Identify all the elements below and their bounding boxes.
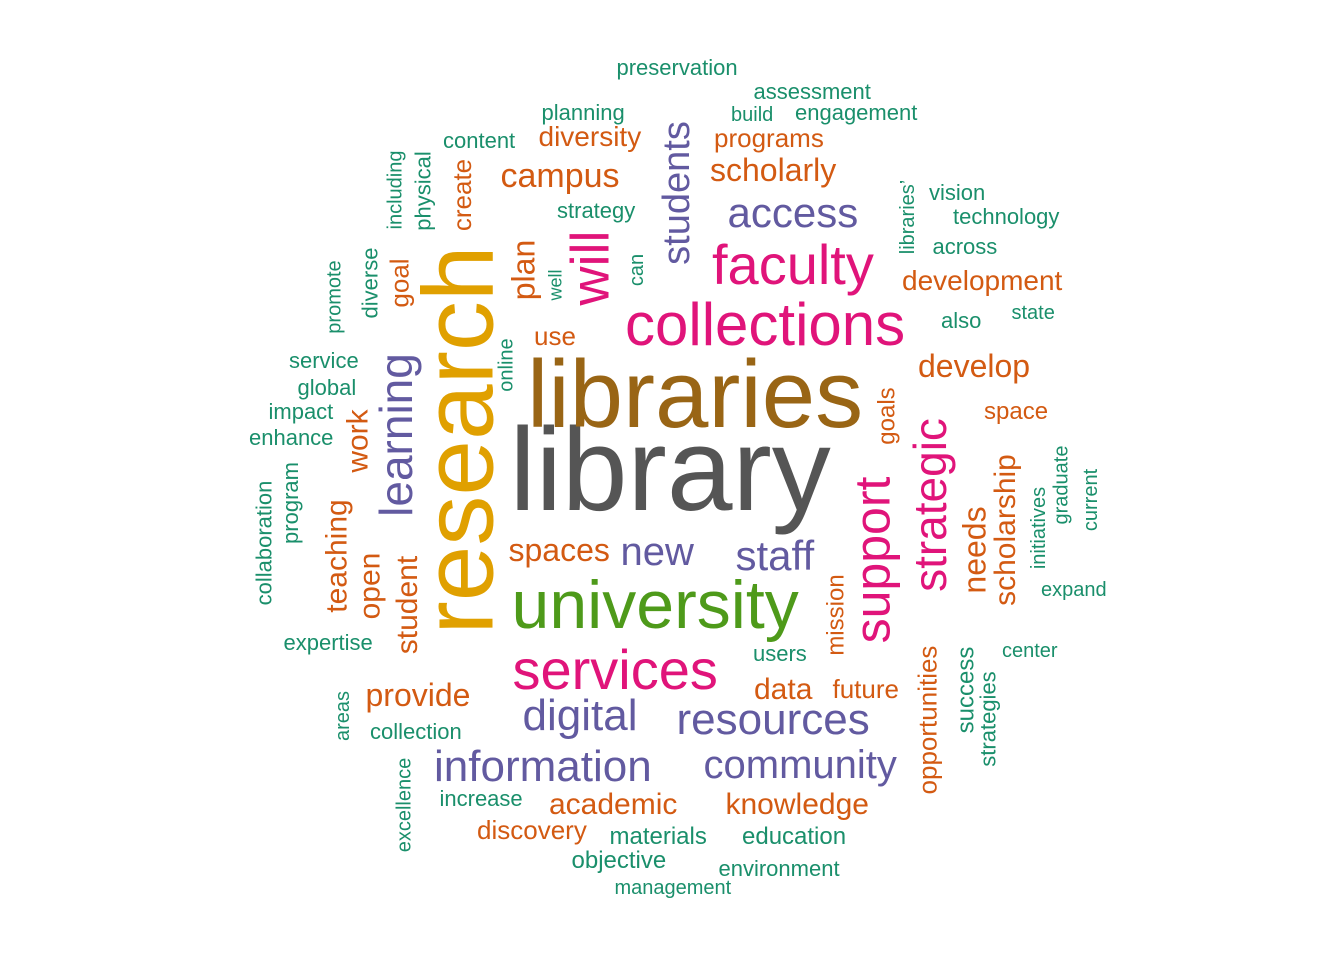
word-students: students — [655, 121, 698, 265]
word-data: data — [754, 673, 813, 706]
word-success: success — [951, 646, 979, 734]
word-scholarship: scholarship — [988, 454, 1022, 606]
word-expand: expand — [1041, 579, 1107, 601]
word-expertise: expertise — [283, 630, 373, 655]
word-needs: needs — [956, 506, 993, 594]
word-open: open — [352, 552, 386, 620]
word-well: well — [545, 269, 566, 301]
word-across: across — [932, 234, 998, 259]
word-plan: plan — [504, 239, 541, 301]
word-center: center — [1002, 640, 1058, 662]
word-collections: collections — [625, 291, 906, 358]
word-digital: digital — [522, 691, 638, 740]
word-will: will — [560, 230, 620, 306]
word-academic: academic — [549, 788, 678, 821]
word-preservation: preservation — [616, 55, 738, 80]
word-content: content — [443, 128, 516, 153]
word-community: community — [703, 743, 897, 787]
word-environment: environment — [718, 856, 840, 881]
word-access: access — [727, 189, 859, 236]
word-impact: impact — [268, 399, 334, 424]
word-global: global — [297, 375, 357, 400]
word-work: work — [341, 409, 375, 473]
word-graduate: graduate — [1049, 445, 1072, 525]
word-assessment: assessment — [753, 79, 871, 104]
word-goals: goals — [873, 387, 901, 445]
word-campus: campus — [500, 157, 620, 195]
word-teaching: teaching — [320, 499, 354, 613]
word-vision: vision — [929, 180, 986, 205]
word-mission: mission — [822, 574, 850, 656]
word-diverse: diverse — [356, 247, 382, 319]
word-materials: materials — [609, 823, 707, 850]
word-faculty: faculty — [712, 233, 874, 296]
word-planning: planning — [541, 100, 625, 125]
word-knowledge: knowledge — [725, 788, 869, 821]
word-service: service — [289, 348, 359, 373]
word-student: student — [391, 555, 425, 655]
word-create: create — [447, 158, 478, 232]
word-space: space — [984, 398, 1049, 425]
word-library: library — [509, 404, 831, 536]
word-users: users — [753, 641, 807, 666]
word-strategies: strategies — [975, 671, 1001, 767]
word-learning: learning — [369, 353, 422, 517]
word-education: education — [742, 823, 847, 850]
word-libraries: libraries — [527, 341, 864, 448]
word-also: also — [941, 308, 982, 333]
word-development: development — [902, 265, 1063, 296]
word-increase: increase — [439, 786, 523, 811]
word-can: can — [626, 253, 649, 287]
word-goal: goal — [384, 258, 415, 308]
word-resources: resources — [676, 695, 870, 744]
word-management: management — [614, 877, 732, 899]
word-new: new — [620, 530, 694, 574]
word-opportunities: opportunities — [911, 645, 942, 795]
word-build: build — [731, 104, 774, 126]
word-strategic: strategic — [903, 418, 956, 592]
word-areas: areas — [332, 690, 355, 742]
word-diversity: diversity — [538, 121, 642, 152]
word-engagement: engagement — [795, 100, 918, 125]
word-support: support — [843, 476, 900, 644]
word-services: services — [512, 638, 718, 701]
word-physical: physical — [410, 151, 436, 231]
word-staff: staff — [735, 532, 815, 579]
word-collaboration: collaboration — [250, 480, 276, 606]
word-spaces: spaces — [508, 532, 610, 568]
word-programs: programs — [714, 123, 824, 153]
word-use: use — [534, 321, 576, 351]
word-online: online — [495, 338, 518, 392]
word-provide: provide — [365, 677, 471, 713]
word-current: current — [1080, 468, 1103, 532]
word-excellence: excellence — [392, 757, 415, 853]
word-state: state — [1011, 302, 1055, 324]
word-information: information — [434, 742, 652, 791]
word-promote: promote — [323, 260, 346, 334]
word-scholarly: scholarly — [710, 152, 837, 188]
word-including: including — [383, 150, 406, 230]
word-discovery: discovery — [477, 815, 587, 845]
word-enhance: enhance — [249, 425, 334, 450]
word-libraries-possessive: libraries’ — [897, 179, 920, 255]
word-collection: collection — [370, 719, 462, 744]
word-technology: technology — [953, 204, 1060, 229]
word-program: program — [277, 462, 303, 544]
word-initiatives: initiatives — [1028, 486, 1051, 570]
word-develop: develop — [918, 348, 1031, 384]
word-university: university — [511, 567, 799, 643]
word-future: future — [832, 674, 900, 704]
word-strategy: strategy — [557, 198, 636, 223]
word-objective: objective — [571, 847, 667, 874]
